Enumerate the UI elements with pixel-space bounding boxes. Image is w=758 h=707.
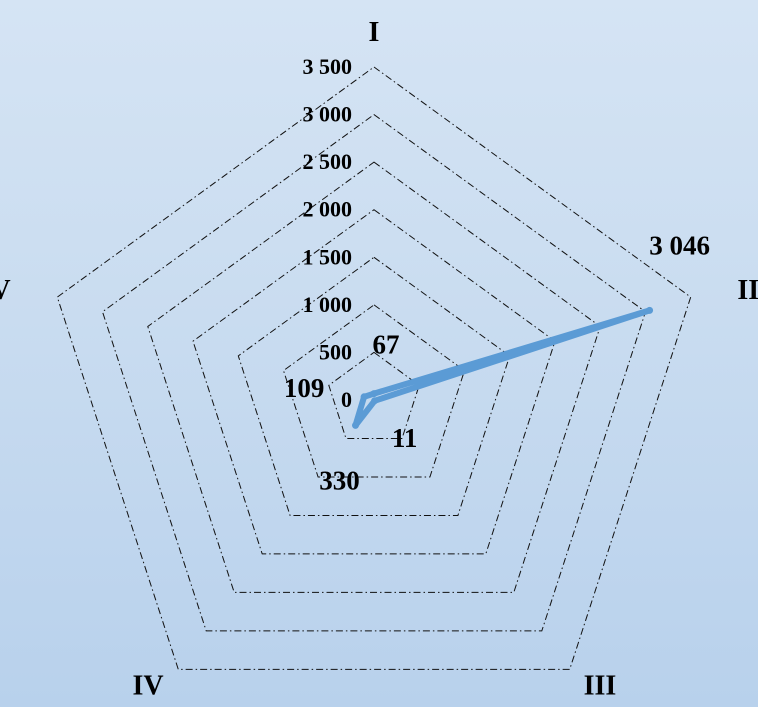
- grid-ring-3000: [101, 113, 647, 632]
- tick-label: 2 500: [303, 149, 353, 174]
- data-label-III: 11: [392, 423, 418, 453]
- tick-label: 2 000: [303, 197, 353, 222]
- series-line: [352, 307, 653, 429]
- data-point-IV: [352, 421, 359, 429]
- category-label-II: II: [737, 275, 758, 306]
- grid-ring-2500: [147, 161, 601, 593]
- category-label-I: I: [369, 17, 380, 48]
- data-label-I: 67: [373, 330, 400, 360]
- tick-label: 500: [319, 339, 352, 364]
- data-label-V: 109: [284, 373, 325, 403]
- category-label-IV: IV: [132, 671, 163, 702]
- grid-ring-2000: [192, 209, 556, 555]
- data-point-III: [371, 397, 379, 405]
- data-point-II: [646, 306, 654, 314]
- tick-label: 3 000: [303, 102, 353, 127]
- grid-rings: [56, 66, 692, 670]
- grid-ring-1500: [237, 256, 511, 516]
- data-label-IV: 330: [319, 465, 360, 495]
- tick-label: 0: [341, 387, 352, 412]
- data-point-I: [370, 390, 378, 398]
- tick-label: 3 500: [303, 54, 353, 79]
- category-label-V: V: [0, 275, 11, 306]
- tick-label: 1 000: [303, 292, 353, 317]
- data-labels: 67 3 046 11 330 109: [284, 230, 710, 495]
- data-point-V: [360, 393, 368, 401]
- data-label-II: 3 046: [649, 230, 710, 260]
- tick-label: 1 500: [303, 244, 353, 269]
- tick-labels: 0 500 1 000 1 500 2 000 2 500 3 000 3 500: [303, 54, 353, 412]
- series-layer: [352, 306, 654, 429]
- grid-ring-1000: [282, 304, 466, 478]
- grid-ring-3500: [56, 66, 692, 670]
- category-label-III: III: [584, 671, 617, 702]
